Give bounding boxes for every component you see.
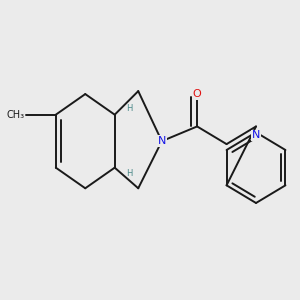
Text: CH₃: CH₃ (7, 110, 25, 120)
Text: O: O (193, 89, 202, 99)
Text: N: N (252, 130, 260, 140)
Text: H: H (126, 104, 133, 113)
Text: H: H (126, 169, 133, 178)
Text: N: N (158, 136, 166, 146)
